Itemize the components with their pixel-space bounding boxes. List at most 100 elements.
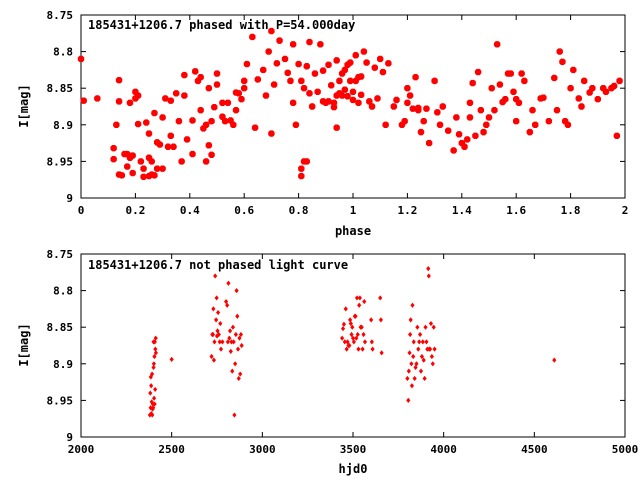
data-point: [211, 357, 216, 363]
data-point: [455, 131, 463, 138]
data-point: [235, 90, 242, 97]
data-point: [110, 156, 117, 163]
x-tick-label: 1: [350, 204, 357, 217]
data-point: [344, 93, 351, 100]
data-point: [232, 106, 240, 114]
data-point: [150, 371, 155, 377]
data-point: [410, 302, 415, 308]
data-point: [156, 141, 164, 148]
data-point: [218, 346, 224, 352]
data-point: [409, 361, 414, 367]
data-point: [578, 103, 585, 110]
data-point: [369, 339, 374, 345]
data-point: [300, 85, 308, 92]
data-point: [295, 60, 302, 68]
data-point: [273, 60, 281, 67]
data-point: [134, 120, 142, 128]
data-point: [371, 64, 378, 71]
data-point: [212, 339, 217, 345]
data-point: [284, 69, 291, 77]
data-point: [366, 98, 373, 105]
data-point: [610, 82, 618, 90]
data-point: [343, 306, 348, 312]
data-point: [405, 375, 410, 382]
data-point: [404, 99, 411, 107]
plot-frame: [80, 253, 626, 438]
data-point: [216, 331, 221, 338]
data-point: [347, 59, 354, 66]
axis-ticks: 0 0.2 0.4 0.6 0.8 1 1.2 1.4 1.6 1.8 2 8.75 8.8 8.85 8.…: [47, 9, 629, 217]
data-point: [167, 97, 174, 104]
data-point: [209, 353, 214, 360]
data-point: [594, 95, 601, 103]
data-point: [228, 348, 233, 354]
data-point: [411, 339, 416, 345]
data-point: [234, 288, 239, 294]
data-point: [328, 82, 335, 89]
data-point: [529, 106, 536, 114]
data-point: [472, 132, 479, 139]
data-point: [137, 158, 145, 165]
data-point: [349, 96, 357, 104]
data-point: [385, 60, 392, 67]
data-point: [379, 350, 384, 356]
data-points: [77, 27, 623, 180]
data-point: [491, 106, 498, 114]
data-point: [151, 395, 157, 401]
data-point: [432, 346, 437, 352]
data-point: [153, 386, 158, 393]
data-point: [227, 328, 233, 334]
data-point: [330, 104, 338, 111]
data-point: [216, 309, 221, 316]
data-point: [418, 331, 423, 338]
y-tick-label: 8.95: [47, 155, 74, 168]
data-point: [518, 70, 525, 77]
data-point: [348, 317, 353, 323]
data-point: [325, 98, 332, 105]
unphased-plot-panel: 185431+1206.7 not phased light curve hjd…: [17, 248, 638, 476]
data-point: [145, 130, 153, 137]
data-point: [238, 95, 245, 103]
data-point: [374, 95, 381, 102]
data-point: [559, 58, 566, 66]
data-point: [425, 139, 433, 147]
data-point: [150, 412, 155, 418]
data-point: [466, 99, 474, 107]
x-tick-label: 4000: [430, 443, 457, 456]
data-point: [148, 158, 155, 165]
data-point: [368, 103, 376, 110]
data-point: [289, 99, 297, 107]
data-point: [214, 295, 219, 301]
data-point: [197, 74, 204, 81]
data-point: [249, 33, 256, 41]
data-point: [153, 335, 158, 341]
data-point: [422, 375, 427, 382]
data-point: [262, 92, 270, 99]
data-point: [159, 114, 166, 121]
data-point: [349, 88, 357, 96]
data-point: [575, 95, 582, 102]
data-point: [309, 103, 316, 110]
data-point: [268, 27, 275, 35]
data-point: [424, 339, 429, 345]
data-point: [408, 331, 413, 338]
data-point: [417, 128, 425, 136]
x-tick-label: 0.8: [289, 204, 309, 217]
data-point: [124, 163, 131, 170]
data-point: [152, 401, 157, 407]
data-point: [357, 91, 365, 98]
data-point: [355, 99, 362, 107]
x-axis-label: phase: [335, 224, 371, 238]
data-point: [340, 335, 345, 341]
data-point: [340, 326, 346, 332]
data-point: [149, 383, 154, 389]
data-point: [515, 99, 523, 107]
data-point: [461, 143, 468, 150]
data-point: [170, 143, 177, 150]
data-point: [143, 119, 150, 126]
data-point: [178, 158, 185, 165]
x-tick-label: 0: [78, 204, 85, 217]
data-point: [355, 331, 360, 338]
data-point: [553, 106, 561, 114]
data-point: [270, 81, 278, 88]
